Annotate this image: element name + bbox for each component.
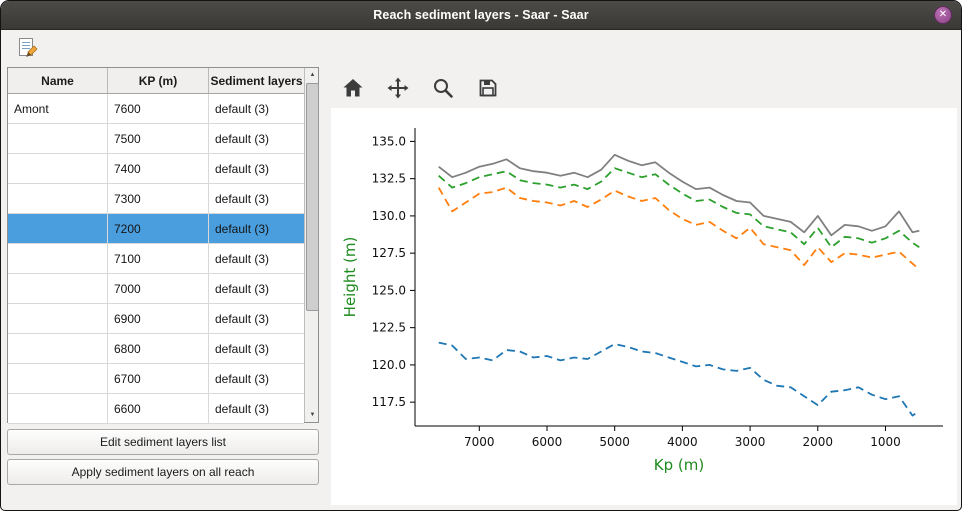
cell-layers[interactable]: default (3) (209, 364, 304, 394)
pan-button[interactable] (380, 72, 416, 103)
svg-text:5000: 5000 (599, 435, 630, 449)
svg-text:125.0: 125.0 (372, 283, 406, 297)
cell-kp[interactable]: 7100 (108, 244, 209, 274)
edit-note-icon (19, 38, 38, 57)
header-cell[interactable]: Name (8, 68, 108, 93)
table-main: Name KP (m) Sediment layers Amont 7600 defau… (8, 68, 304, 424)
scroll-down-icon[interactable]: ▼ (309, 412, 316, 418)
svg-text:120.0: 120.0 (372, 358, 406, 372)
table-row[interactable]: 6700 default (3) (8, 364, 304, 394)
svg-text:7000: 7000 (464, 435, 495, 449)
table-row[interactable]: Amont 7600 default (3) (8, 94, 304, 124)
cell-name[interactable] (8, 214, 108, 244)
plot-toolbar (335, 72, 506, 103)
svg-text:Kp (m): Kp (m) (654, 456, 704, 474)
table-row[interactable]: 6900 default (3) (8, 304, 304, 334)
table-row[interactable]: 7400 default (3) (8, 154, 304, 184)
cell-layers[interactable]: default (3) (209, 94, 304, 124)
cell-name[interactable] (8, 364, 108, 394)
table-header-row: Name KP (m) Sediment layers (8, 68, 304, 94)
cell-layers[interactable]: default (3) (209, 394, 304, 424)
cell-name[interactable] (8, 124, 108, 154)
cell-kp[interactable]: 7600 (108, 94, 209, 124)
cell-kp[interactable]: 7500 (108, 124, 209, 154)
home-button[interactable] (335, 72, 371, 103)
cell-layers[interactable]: default (3) (209, 184, 304, 214)
window-title: Reach sediment layers - Saar - Saar (373, 8, 589, 22)
table-row[interactable]: 7300 default (3) (8, 184, 304, 214)
svg-text:4000: 4000 (667, 435, 698, 449)
svg-text:2000: 2000 (802, 435, 833, 449)
edit-sediment-layers-list-button[interactable]: Edit sediment layers list (7, 429, 319, 455)
cell-kp[interactable]: 6800 (108, 334, 209, 364)
svg-text:3000: 3000 (735, 435, 766, 449)
sediment-layers-table: Name KP (m) Sediment layers Amont 7600 defau… (7, 67, 319, 424)
header-cell[interactable]: Sediment layers (210, 73, 303, 88)
cell-layers[interactable]: default (3) (209, 334, 304, 364)
table-row[interactable]: 6800 default (3) (8, 334, 304, 364)
cell-layers[interactable]: default (3) (209, 244, 304, 274)
svg-text:117.5: 117.5 (372, 395, 406, 409)
table-body: Amont 7600 default (3) 7500 default (3) 7400 d… (8, 94, 304, 424)
cell-name[interactable] (8, 304, 108, 334)
figure-canvas[interactable]: 7000 6000 5000 4000 3000 2000 1000 117.5 120.0 12… (331, 108, 957, 505)
table-row[interactable]: 7200 default (3) (8, 214, 304, 244)
home-icon (343, 78, 363, 96)
table-row[interactable]: 7100 default (3) (8, 244, 304, 274)
svg-text:1000: 1000 (870, 435, 901, 449)
scroll-up-icon[interactable]: ▲ (309, 72, 316, 78)
close-button[interactable]: ✕ (934, 6, 952, 24)
cell-kp[interactable]: 7400 (108, 154, 209, 184)
svg-text:127.5: 127.5 (372, 246, 406, 260)
cell-kp[interactable]: 6700 (108, 364, 209, 394)
cell-layers[interactable]: default (3) (209, 154, 304, 184)
cell-name[interactable] (8, 334, 108, 364)
chart[interactable]: 7000 6000 5000 4000 3000 2000 1000 117.5 120.0 12… (331, 108, 957, 505)
magnifier-icon (434, 78, 453, 98)
close-icon: ✕ (938, 9, 948, 20)
cell-kp[interactable]: 6600 (108, 394, 209, 424)
pan-arrows-icon (387, 77, 409, 98)
apply-sediment-layers-button[interactable]: Apply sediment layers on all reach (7, 459, 319, 485)
table-row[interactable]: 7000 default (3) (8, 274, 304, 304)
svg-text:130.0: 130.0 (372, 209, 406, 223)
svg-text:132.5: 132.5 (372, 172, 406, 186)
cell-name[interactable]: Amont (8, 94, 108, 124)
cell-name[interactable] (8, 154, 108, 184)
svg-text:Height (m): Height (m) (341, 237, 359, 318)
cell-kp[interactable]: 7200 (108, 214, 209, 244)
save-button[interactable] (470, 72, 506, 103)
cell-name[interactable] (8, 274, 108, 304)
cell-layers[interactable]: default (3) (209, 124, 304, 154)
cell-name[interactable] (8, 244, 108, 274)
cell-layers[interactable]: default (3) (209, 214, 304, 244)
cell-name[interactable] (8, 184, 108, 214)
cell-kp[interactable]: 7300 (108, 184, 209, 214)
svg-text:6000: 6000 (532, 435, 563, 449)
cell-kp[interactable]: 6900 (108, 304, 209, 334)
table-scrollbar[interactable]: ▲ ▼ (304, 68, 319, 422)
cell-layers[interactable]: default (3) (209, 304, 304, 334)
cell-name[interactable] (8, 394, 108, 424)
table-row[interactable]: 7500 default (3) (8, 124, 304, 154)
header-cell[interactable]: KP (m) (108, 68, 209, 93)
zoom-button[interactable] (425, 72, 461, 103)
cell-kp[interactable]: 7000 (108, 274, 209, 304)
floppy-save-icon (479, 79, 497, 96)
table-row[interactable]: 6600 default (3) (8, 394, 304, 424)
edit-sediment-layers-button[interactable] (14, 35, 42, 61)
scrollbar-handle[interactable] (306, 83, 319, 311)
svg-text:135.0: 135.0 (372, 134, 406, 148)
titlebar[interactable]: Reach sediment layers - Saar - Saar ✕ (1, 1, 961, 30)
svg-text:122.5: 122.5 (372, 321, 406, 335)
cell-layers[interactable]: default (3) (209, 274, 304, 304)
